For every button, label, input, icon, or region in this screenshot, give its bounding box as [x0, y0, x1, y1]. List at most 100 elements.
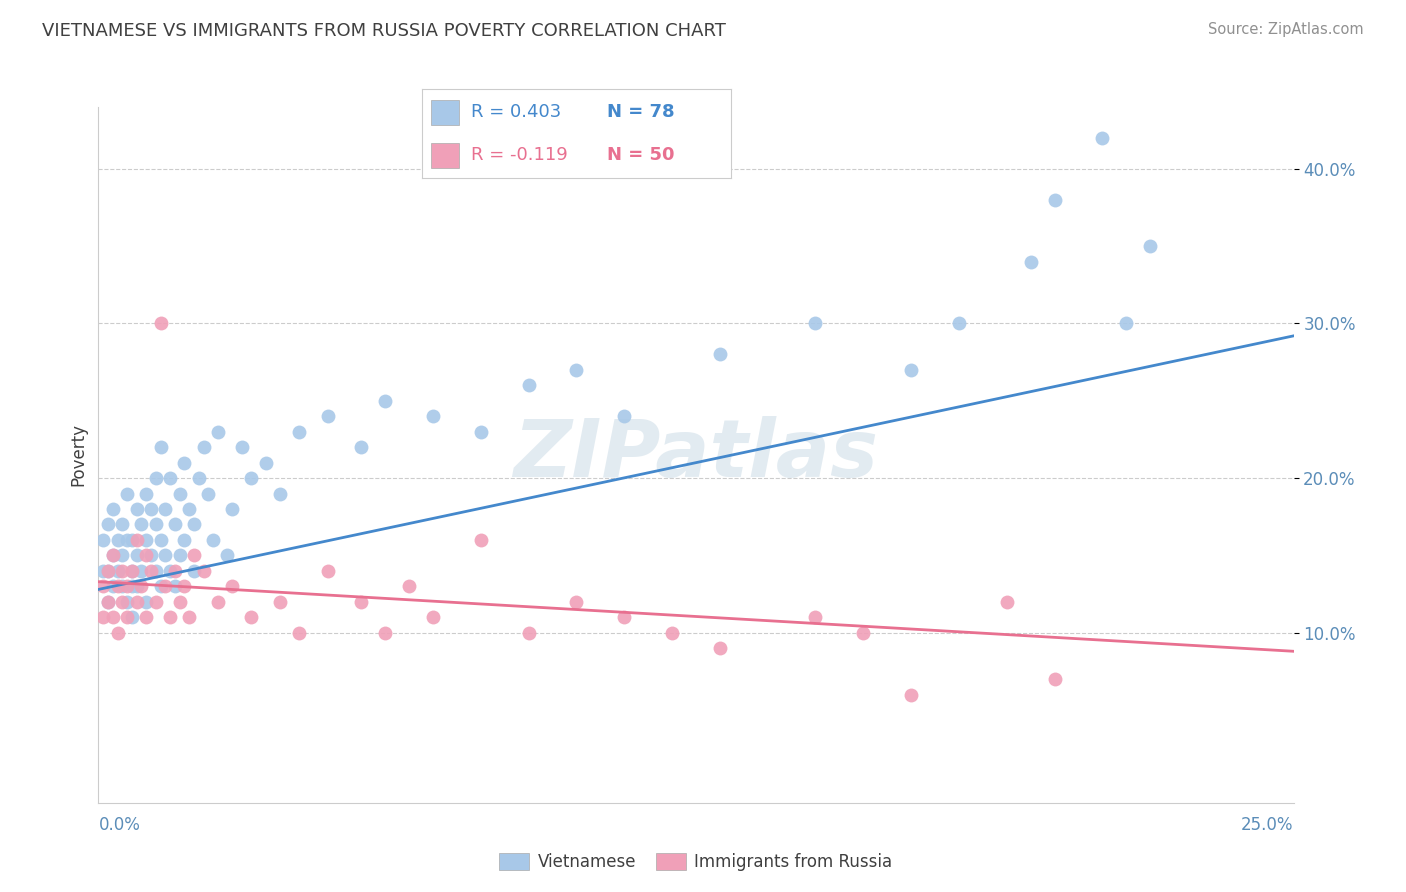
Point	[183, 517, 205, 532]
Point	[288, 425, 311, 439]
Text: ZIPatlas: ZIPatlas	[513, 416, 879, 494]
Point	[101, 502, 124, 516]
Point	[613, 409, 636, 424]
Point	[121, 579, 143, 593]
Point	[316, 409, 339, 424]
Point	[131, 564, 153, 578]
Point	[97, 564, 120, 578]
Point	[374, 393, 396, 408]
Point	[97, 564, 120, 578]
Point	[121, 564, 143, 578]
Point	[852, 625, 875, 640]
Point	[101, 610, 124, 624]
Point	[173, 533, 195, 547]
Point	[145, 471, 167, 485]
Point	[517, 378, 540, 392]
Point	[169, 595, 191, 609]
Point	[661, 625, 683, 640]
Point	[97, 595, 120, 609]
Point	[101, 549, 124, 563]
Point	[107, 564, 129, 578]
Point	[565, 595, 588, 609]
Point	[159, 471, 181, 485]
Point	[217, 549, 239, 563]
Point	[207, 425, 229, 439]
Point	[183, 549, 205, 563]
Point	[269, 486, 291, 500]
Point	[125, 549, 148, 563]
Point	[709, 347, 731, 361]
Point	[1139, 239, 1161, 253]
Point	[107, 625, 129, 640]
Point	[187, 471, 209, 485]
Point	[470, 533, 492, 547]
Point	[111, 579, 134, 593]
Point	[115, 579, 138, 593]
Point	[155, 549, 177, 563]
Point	[269, 595, 291, 609]
Point	[121, 533, 143, 547]
Point	[221, 579, 243, 593]
Point	[193, 440, 215, 454]
Point	[155, 579, 177, 593]
Point	[900, 688, 922, 702]
Point	[159, 564, 181, 578]
Point	[316, 564, 339, 578]
Point	[565, 363, 588, 377]
Point	[125, 502, 148, 516]
Point	[350, 440, 373, 454]
Point	[240, 471, 263, 485]
FancyBboxPatch shape	[432, 143, 458, 168]
Point	[804, 610, 827, 624]
Point	[155, 502, 177, 516]
Point	[804, 317, 827, 331]
Point	[709, 641, 731, 656]
Point	[179, 502, 201, 516]
Point	[374, 625, 396, 640]
Point	[139, 549, 162, 563]
Point	[145, 517, 167, 532]
Point	[193, 564, 215, 578]
Text: R = 0.403: R = 0.403	[471, 103, 561, 121]
Point	[422, 610, 444, 624]
Point	[135, 610, 157, 624]
Point	[121, 610, 143, 624]
Point	[91, 610, 114, 624]
Point	[169, 549, 191, 563]
Point	[107, 533, 129, 547]
Point	[135, 549, 157, 563]
Point	[221, 502, 243, 516]
Point	[163, 564, 186, 578]
Point	[101, 549, 124, 563]
Point	[1019, 254, 1042, 268]
Point	[91, 533, 114, 547]
Point	[91, 564, 114, 578]
Point	[125, 579, 148, 593]
Point	[1043, 193, 1066, 207]
Point	[163, 517, 186, 532]
Point	[183, 564, 205, 578]
Point	[517, 625, 540, 640]
Point	[995, 595, 1018, 609]
Point	[470, 425, 492, 439]
Point	[107, 579, 129, 593]
Point	[254, 456, 277, 470]
Point	[139, 502, 162, 516]
Point	[115, 533, 138, 547]
Point	[422, 409, 444, 424]
Point	[149, 533, 172, 547]
Point	[139, 564, 162, 578]
Point	[115, 610, 138, 624]
Y-axis label: Poverty: Poverty	[69, 424, 87, 486]
Text: Source: ZipAtlas.com: Source: ZipAtlas.com	[1208, 22, 1364, 37]
Point	[900, 363, 922, 377]
Point	[101, 579, 124, 593]
Point	[159, 610, 181, 624]
Point	[197, 486, 219, 500]
Point	[125, 595, 148, 609]
Point	[173, 456, 195, 470]
Legend: Vietnamese, Immigrants from Russia: Vietnamese, Immigrants from Russia	[492, 847, 900, 878]
Point	[135, 486, 157, 500]
Point	[240, 610, 263, 624]
Point	[145, 595, 167, 609]
